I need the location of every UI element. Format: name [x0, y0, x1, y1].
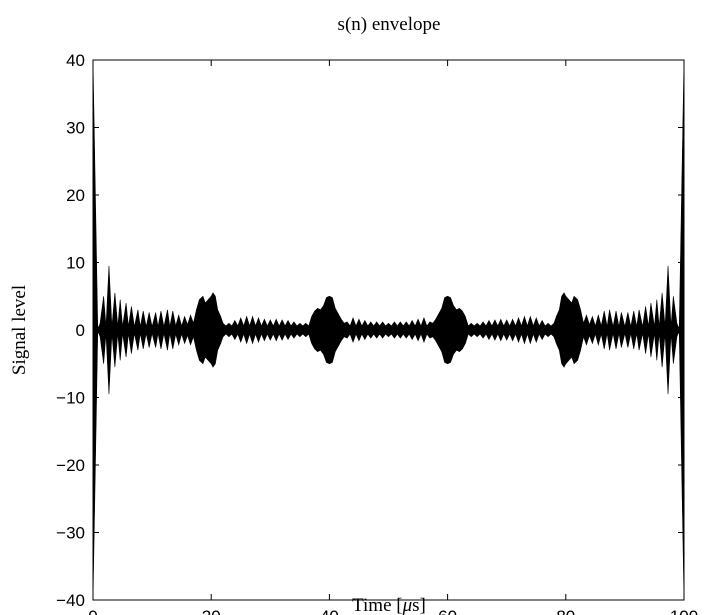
y-tick-label-10: 10	[66, 254, 85, 273]
y-axis-label: Signal level	[9, 285, 30, 375]
x-tick-label-20: 20	[202, 607, 221, 615]
axis-ticks: 0 20 40 60 80 100 −40 −30 −20 −10 0 10 20 30 40	[56, 51, 698, 615]
y-tick-label-0: 0	[76, 321, 85, 340]
y-tick-label--20: −20	[56, 456, 85, 475]
x-tick-label-0: 0	[88, 607, 97, 615]
y-tick-label-30: 30	[66, 119, 85, 138]
x-axis-label-mu: μ	[402, 595, 413, 615]
x-tick-label-80: 80	[556, 607, 575, 615]
x-axis-label-suffix: s]	[412, 595, 426, 615]
y-tick-label-20: 20	[66, 186, 85, 205]
y-tick-label--40: −40	[56, 591, 85, 610]
plot-area	[92, 59, 685, 601]
x-tick-label-60: 60	[438, 607, 457, 615]
y-tick-label--10: −10	[56, 389, 85, 408]
y-tick-label--30: −30	[56, 524, 85, 543]
signal-envelope-area	[92, 59, 685, 601]
y-tick-label-40: 40	[66, 51, 85, 70]
x-tick-label-40: 40	[320, 607, 339, 615]
chart-title: s(n) envelope	[338, 14, 441, 35]
x-tick-label-100: 100	[670, 607, 698, 615]
x-axis-label-prefix: Time [	[352, 595, 403, 615]
x-axis-label: Time [μs]	[352, 595, 426, 615]
